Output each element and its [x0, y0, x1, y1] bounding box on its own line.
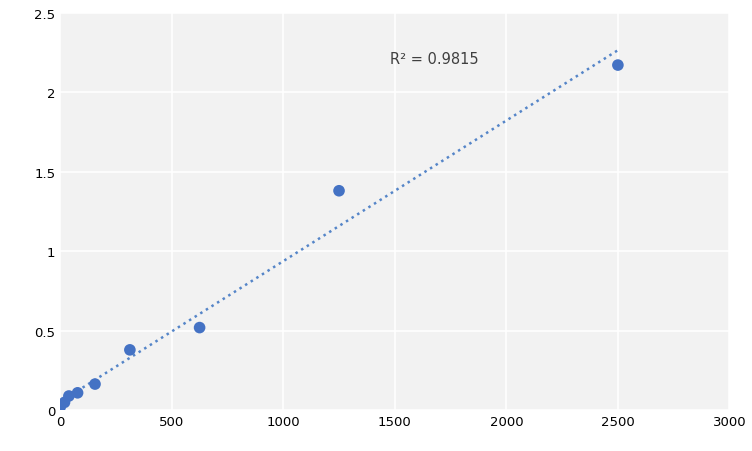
Point: [89, 381, 101, 388]
Point: [59, 399, 71, 406]
Point: [124, 346, 136, 354]
Point: [612, 62, 624, 69]
Point: [63, 392, 75, 400]
Point: [333, 188, 345, 195]
Point: [54, 404, 66, 411]
Point: [193, 324, 205, 331]
Text: R² = 0.9815: R² = 0.9815: [390, 52, 479, 67]
Point: [71, 389, 83, 396]
